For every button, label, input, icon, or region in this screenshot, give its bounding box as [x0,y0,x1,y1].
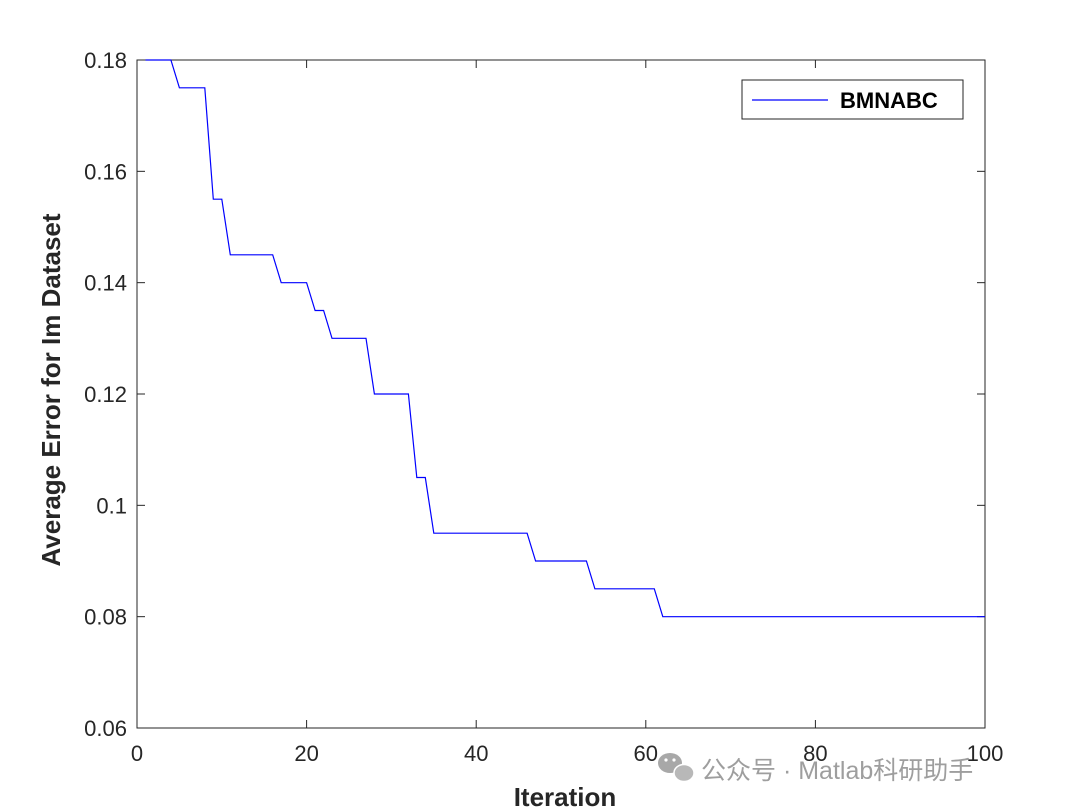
y-tick-label: 0.08 [84,605,127,630]
plot-area: 0 20 40 60 80 100 0.06 0.08 0.1 0.12 0.14 0.16 0.18 [84,48,1003,766]
axis-ticks: 0 20 40 60 80 100 0.06 0.08 0.1 0.12 0.14 0.16 0.18 [84,48,1003,766]
legend-label-bmnabc: BMNABC [840,88,938,113]
x-axis-title: Iteration [514,782,617,811]
watermark-text: 公众号 · Matlab科研助手 [701,757,973,785]
y-tick-label: 0.16 [84,159,127,184]
y-tick-label: 0.12 [84,382,127,407]
series-layer [145,59,985,618]
watermark: 公众号 · Matlab科研助手 [658,753,973,785]
series-line-bmnabc [145,59,985,618]
x-tick-label: 40 [464,741,488,766]
y-tick-label: 0.18 [84,48,127,73]
y-tick-label: 0.14 [84,271,127,296]
x-tick-label: 60 [634,741,658,766]
y-tick-label: 0.1 [96,493,127,518]
x-tick-label: 80 [803,741,827,766]
x-tick-label: 100 [967,741,1004,766]
wechat-icon [658,753,695,783]
x-tick-label: 0 [131,741,143,766]
y-tick-label: 0.06 [84,716,127,741]
y-axis-title: Average Error for Im Dataset [36,213,66,566]
axes-box [136,59,986,729]
x-tick-label: 20 [294,741,318,766]
legend: BMNABC [741,79,964,120]
